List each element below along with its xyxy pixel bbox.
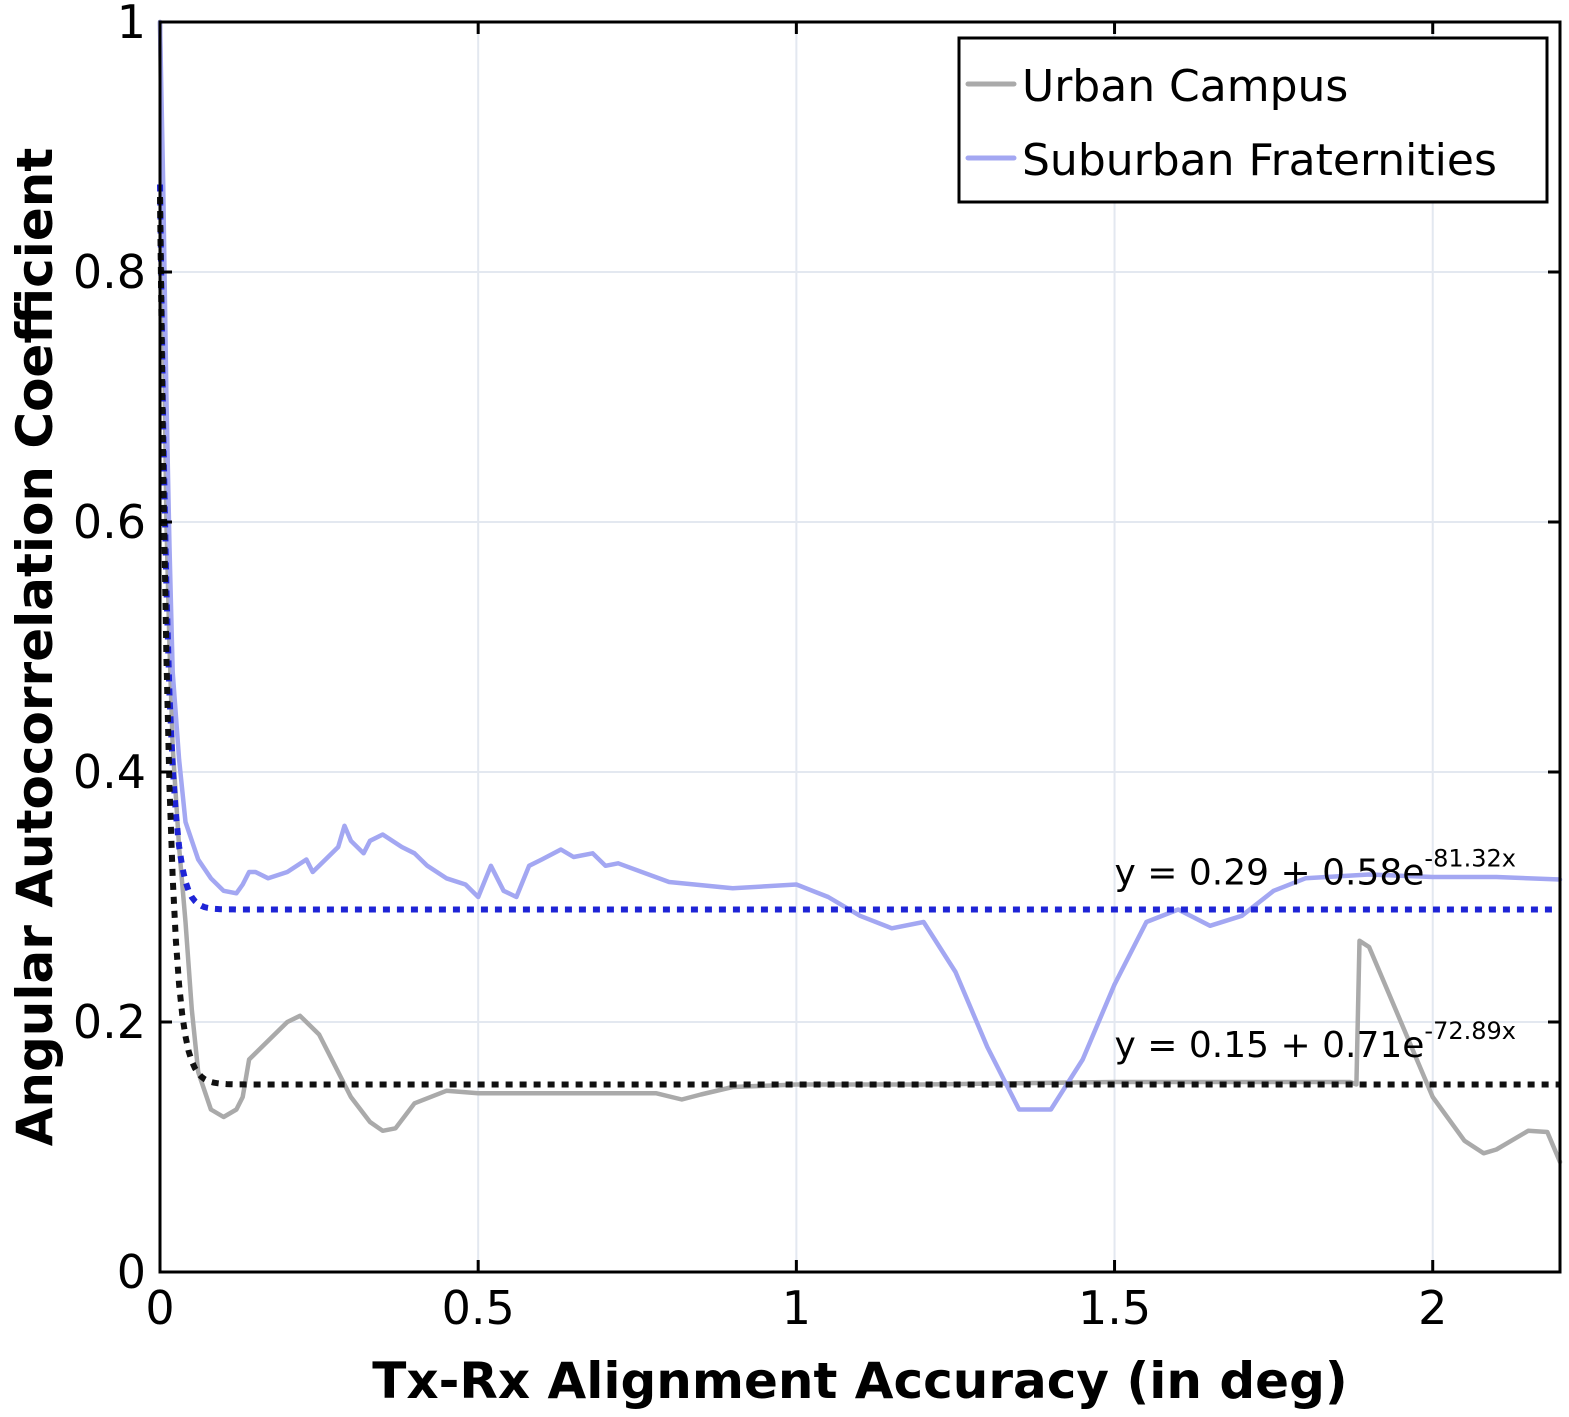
legend-box (957, 36, 1549, 204)
fit-equation-0: y = 0.29 + 0.58e-81.32x (1115, 845, 1516, 894)
legend-label-suburban-fraternities: Suburban Fraternities (1022, 135, 1497, 186)
fit-equation-1: y = 0.15 + 0.71e-72.89x (1115, 1017, 1516, 1066)
y-tick-label-3: 0.6 (73, 495, 146, 549)
ticks: 0 0.5 1 1.5 2 0 0.2 0.4 0.6 0.8 1 (73, 0, 1560, 1335)
x-tick-label-0: 0 (145, 1281, 174, 1335)
y-tick-label-2: 0.4 (73, 745, 146, 799)
plot-frame (158, 20, 1562, 1274)
x-tick-label-4: 2 (1418, 1281, 1447, 1335)
fit-equation-exponent-1: -72.89x (1424, 1017, 1516, 1045)
x-tick-label-3: 1.5 (1078, 1281, 1151, 1335)
y-tick-label-1: 0.2 (73, 995, 146, 1049)
fit-line-3 (157, 196, 1560, 1088)
fit-line-2 (157, 184, 1560, 913)
legend-label-urban-campus: Urban Campus (1022, 61, 1348, 112)
x-tick-label-2: 1 (782, 1281, 811, 1335)
fit-equation-base-1: y = 0.15 + 0.71e (1115, 1025, 1425, 1066)
legend: Urban Campus Suburban Fraternities (957, 36, 1549, 204)
series-line-suburban-fraternities (157, 19, 1563, 1112)
y-tick-label-5: 1 (117, 0, 146, 49)
plot-background (160, 22, 1560, 1272)
x-axis-title: Tx-Rx Alignment Accuracy (in deg) (372, 1352, 1348, 1410)
series-line-urban-campus (157, 19, 1563, 1165)
grid (160, 22, 1560, 1272)
y-axis-title: Angular Autocorrelation Coefficient (6, 148, 64, 1147)
fit-equation-exponent-0: -81.32x (1424, 845, 1516, 873)
series-layer (157, 19, 1563, 1165)
y-tick-label-4: 0.8 (73, 245, 146, 299)
fit-equation-base-0: y = 0.29 + 0.58e (1115, 853, 1425, 894)
x-tick-label-1: 0.5 (442, 1281, 515, 1335)
y-tick-label-0: 0 (117, 1245, 146, 1299)
